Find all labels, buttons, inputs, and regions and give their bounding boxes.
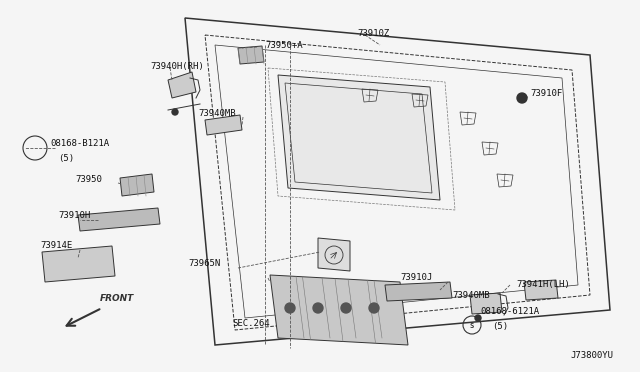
- Polygon shape: [278, 75, 440, 200]
- Circle shape: [313, 303, 323, 313]
- Text: 73950: 73950: [75, 176, 102, 185]
- Polygon shape: [385, 282, 452, 301]
- Polygon shape: [524, 280, 558, 300]
- Polygon shape: [42, 246, 115, 282]
- Text: 08168-6121A: 08168-6121A: [480, 308, 539, 317]
- Polygon shape: [238, 46, 264, 64]
- Text: SEC.264: SEC.264: [232, 318, 269, 327]
- Text: 73910F: 73910F: [530, 90, 563, 99]
- Text: 73910Z: 73910Z: [357, 29, 389, 38]
- Text: 73914E: 73914E: [40, 241, 72, 250]
- Circle shape: [285, 303, 295, 313]
- Text: 73910H: 73910H: [58, 211, 90, 219]
- Circle shape: [475, 315, 481, 321]
- Text: 73940H(RH): 73940H(RH): [150, 61, 204, 71]
- Text: 73910J: 73910J: [400, 273, 432, 282]
- Text: 73940MB: 73940MB: [452, 292, 490, 301]
- Circle shape: [341, 303, 351, 313]
- Polygon shape: [78, 208, 160, 231]
- Polygon shape: [205, 115, 242, 135]
- Polygon shape: [318, 238, 350, 271]
- Text: (5): (5): [58, 154, 74, 163]
- Text: J73800YU: J73800YU: [570, 352, 613, 360]
- Polygon shape: [120, 174, 154, 196]
- Circle shape: [517, 93, 527, 103]
- Text: 73965N: 73965N: [188, 259, 220, 267]
- Text: S: S: [470, 323, 474, 329]
- Text: 73940MB: 73940MB: [198, 109, 236, 118]
- Text: 73941H(LH): 73941H(LH): [516, 279, 570, 289]
- Polygon shape: [168, 72, 196, 98]
- Text: (5): (5): [492, 323, 508, 331]
- Text: 73950+A: 73950+A: [265, 42, 303, 51]
- Polygon shape: [270, 275, 408, 345]
- Polygon shape: [470, 293, 502, 314]
- Circle shape: [369, 303, 379, 313]
- Text: 08168-B121A: 08168-B121A: [50, 140, 109, 148]
- Circle shape: [172, 109, 178, 115]
- Text: FRONT: FRONT: [100, 294, 134, 303]
